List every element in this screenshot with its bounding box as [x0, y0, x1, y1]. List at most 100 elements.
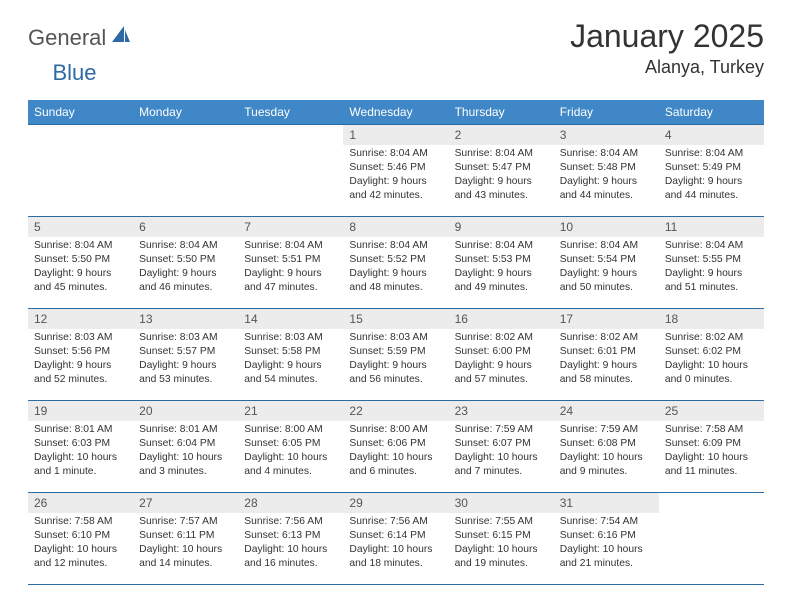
sunrise-text: Sunrise: 8:04 AM	[455, 147, 548, 161]
sunset-text: Sunset: 6:08 PM	[560, 437, 653, 451]
calendar-week-row: 26Sunrise: 7:58 AMSunset: 6:10 PMDayligh…	[28, 493, 764, 585]
day-body: Sunrise: 8:04 AMSunset: 5:51 PMDaylight:…	[238, 237, 343, 299]
day-body: Sunrise: 8:04 AMSunset: 5:47 PMDaylight:…	[449, 145, 554, 207]
calendar-day-cell: 7Sunrise: 8:04 AMSunset: 5:51 PMDaylight…	[238, 217, 343, 309]
calendar-day-cell	[659, 493, 764, 585]
day-number: 13	[133, 309, 238, 329]
daylight-text: Daylight: 9 hours and 53 minutes.	[139, 359, 232, 387]
daylight-text: Daylight: 9 hours and 49 minutes.	[455, 267, 548, 295]
month-title: January 2025	[570, 18, 764, 55]
logo-text-blue: Blue	[52, 60, 96, 86]
daylight-text: Daylight: 10 hours and 11 minutes.	[665, 451, 758, 479]
sunrise-text: Sunrise: 8:04 AM	[455, 239, 548, 253]
sunrise-text: Sunrise: 8:04 AM	[349, 239, 442, 253]
day-number: 19	[28, 401, 133, 421]
day-body: Sunrise: 7:55 AMSunset: 6:15 PMDaylight:…	[449, 513, 554, 575]
sunrise-text: Sunrise: 8:03 AM	[244, 331, 337, 345]
calendar-day-cell: 1Sunrise: 8:04 AMSunset: 5:46 PMDaylight…	[343, 125, 448, 217]
day-body: Sunrise: 8:00 AMSunset: 6:06 PMDaylight:…	[343, 421, 448, 483]
calendar-day-cell: 11Sunrise: 8:04 AMSunset: 5:55 PMDayligh…	[659, 217, 764, 309]
daylight-text: Daylight: 9 hours and 44 minutes.	[560, 175, 653, 203]
daylight-text: Daylight: 10 hours and 0 minutes.	[665, 359, 758, 387]
sunset-text: Sunset: 6:05 PM	[244, 437, 337, 451]
day-number: 10	[554, 217, 659, 237]
day-body: Sunrise: 7:59 AMSunset: 6:07 PMDaylight:…	[449, 421, 554, 483]
sunset-text: Sunset: 6:04 PM	[139, 437, 232, 451]
daylight-text: Daylight: 10 hours and 19 minutes.	[455, 543, 548, 571]
weekday-header: Monday	[133, 100, 238, 125]
calendar-table: Sunday Monday Tuesday Wednesday Thursday…	[28, 100, 764, 585]
calendar-day-cell: 31Sunrise: 7:54 AMSunset: 6:16 PMDayligh…	[554, 493, 659, 585]
daylight-text: Daylight: 10 hours and 7 minutes.	[455, 451, 548, 479]
sunrise-text: Sunrise: 7:58 AM	[34, 515, 127, 529]
sunset-text: Sunset: 6:01 PM	[560, 345, 653, 359]
day-body: Sunrise: 7:56 AMSunset: 6:14 PMDaylight:…	[343, 513, 448, 575]
day-number: 31	[554, 493, 659, 513]
day-number: 14	[238, 309, 343, 329]
sunset-text: Sunset: 5:54 PM	[560, 253, 653, 267]
day-body: Sunrise: 8:01 AMSunset: 6:04 PMDaylight:…	[133, 421, 238, 483]
calendar-day-cell: 24Sunrise: 7:59 AMSunset: 6:08 PMDayligh…	[554, 401, 659, 493]
sunrise-text: Sunrise: 8:02 AM	[455, 331, 548, 345]
day-number: 9	[449, 217, 554, 237]
daylight-text: Daylight: 9 hours and 51 minutes.	[665, 267, 758, 295]
sunrise-text: Sunrise: 7:57 AM	[139, 515, 232, 529]
day-body: Sunrise: 8:01 AMSunset: 6:03 PMDaylight:…	[28, 421, 133, 483]
day-number: 6	[133, 217, 238, 237]
calendar-week-row: 5Sunrise: 8:04 AMSunset: 5:50 PMDaylight…	[28, 217, 764, 309]
day-body: Sunrise: 8:04 AMSunset: 5:52 PMDaylight:…	[343, 237, 448, 299]
sunset-text: Sunset: 6:03 PM	[34, 437, 127, 451]
day-body: Sunrise: 8:02 AMSunset: 6:01 PMDaylight:…	[554, 329, 659, 391]
sunrise-text: Sunrise: 8:00 AM	[349, 423, 442, 437]
sunrise-text: Sunrise: 8:04 AM	[244, 239, 337, 253]
daylight-text: Daylight: 9 hours and 47 minutes.	[244, 267, 337, 295]
calendar-day-cell: 10 Sunrise: 8:04 AMSunset: 5:54 PMDayligh…	[554, 217, 659, 309]
sunset-text: Sunset: 5:55 PM	[665, 253, 758, 267]
day-body: Sunrise: 8:03 AMSunset: 5:57 PMDaylight:…	[133, 329, 238, 391]
daylight-text: Daylight: 10 hours and 14 minutes.	[139, 543, 232, 571]
day-number: 27	[133, 493, 238, 513]
calendar-day-cell	[28, 125, 133, 217]
sunset-text: Sunset: 5:56 PM	[34, 345, 127, 359]
daylight-text: Daylight: 9 hours and 44 minutes.	[665, 175, 758, 203]
daylight-text: Daylight: 10 hours and 16 minutes.	[244, 543, 337, 571]
day-body: Sunrise: 8:00 AMSunset: 6:05 PMDaylight:…	[238, 421, 343, 483]
logo-text-general: General	[28, 25, 106, 51]
calendar-day-cell: 12Sunrise: 8:03 AMSunset: 5:56 PMDayligh…	[28, 309, 133, 401]
sunrise-text: Sunrise: 8:01 AM	[34, 423, 127, 437]
calendar-day-cell: 25Sunrise: 7:58 AMSunset: 6:09 PMDayligh…	[659, 401, 764, 493]
sunset-text: Sunset: 6:09 PM	[665, 437, 758, 451]
sunset-text: Sunset: 5:53 PM	[455, 253, 548, 267]
weekday-header: Thursday	[449, 100, 554, 125]
daylight-text: Daylight: 9 hours and 50 minutes.	[560, 267, 653, 295]
day-body: Sunrise: 7:58 AMSunset: 6:10 PMDaylight:…	[28, 513, 133, 575]
sunset-text: Sunset: 6:16 PM	[560, 529, 653, 543]
sunset-text: Sunset: 5:49 PM	[665, 161, 758, 175]
day-body: Sunrise: 8:02 AMSunset: 6:02 PMDaylight:…	[659, 329, 764, 391]
sunrise-text: Sunrise: 8:04 AM	[560, 239, 653, 253]
calendar-day-cell	[133, 125, 238, 217]
day-number: 3	[554, 125, 659, 145]
daylight-text: Daylight: 10 hours and 18 minutes.	[349, 543, 442, 571]
sunrise-text: Sunrise: 7:59 AM	[455, 423, 548, 437]
sunrise-text: Sunrise: 8:04 AM	[139, 239, 232, 253]
calendar-day-cell: 2Sunrise: 8:04 AMSunset: 5:47 PMDaylight…	[449, 125, 554, 217]
day-number: 23	[449, 401, 554, 421]
day-number: 11	[659, 217, 764, 237]
sunset-text: Sunset: 6:07 PM	[455, 437, 548, 451]
sunset-text: Sunset: 6:06 PM	[349, 437, 442, 451]
calendar-day-cell: 28Sunrise: 7:56 AMSunset: 6:13 PMDayligh…	[238, 493, 343, 585]
day-number: 7	[238, 217, 343, 237]
sunrise-text: Sunrise: 8:03 AM	[34, 331, 127, 345]
sunset-text: Sunset: 5:51 PM	[244, 253, 337, 267]
sunrise-text: Sunrise: 7:59 AM	[560, 423, 653, 437]
day-number: 5	[28, 217, 133, 237]
daylight-text: Daylight: 9 hours and 42 minutes.	[349, 175, 442, 203]
day-body: Sunrise: 7:59 AMSunset: 6:08 PMDaylight:…	[554, 421, 659, 483]
daylight-text: Daylight: 9 hours and 45 minutes.	[34, 267, 127, 295]
sunset-text: Sunset: 5:57 PM	[139, 345, 232, 359]
calendar-week-row: 1Sunrise: 8:04 AMSunset: 5:46 PMDaylight…	[28, 125, 764, 217]
sunrise-text: Sunrise: 8:02 AM	[560, 331, 653, 345]
sunrise-text: Sunrise: 8:01 AM	[139, 423, 232, 437]
daylight-text: Daylight: 10 hours and 6 minutes.	[349, 451, 442, 479]
